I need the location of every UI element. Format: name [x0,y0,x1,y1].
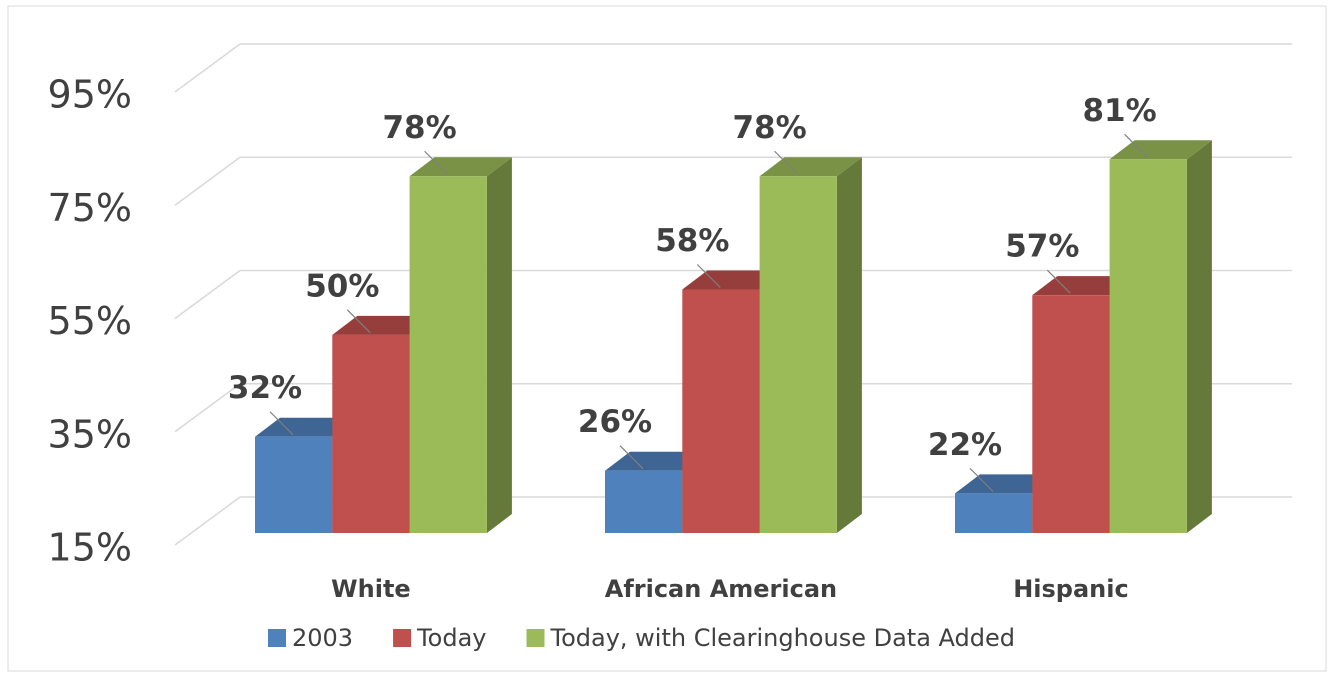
bar-side [1186,140,1212,533]
bar [955,493,1033,533]
grid-line [174,269,241,320]
y-tick-label: 75% [48,186,132,230]
grid-line [174,496,241,546]
data-label: 78% [382,110,456,146]
y-tick-label: 15% [48,526,132,570]
bar [759,176,837,533]
leader-line [774,150,799,175]
data-label: 78% [732,110,806,146]
grid-line [174,383,241,433]
leader-line [696,264,721,288]
data-label: 32% [228,370,302,406]
legend-swatch [268,629,286,647]
leader-line [346,309,371,334]
grid-line [174,43,241,93]
bar [409,176,487,533]
y-tick-label: 55% [48,299,132,343]
legend-label: Today, with Clearinghouse Data Added [550,624,1016,652]
y-tick-label: 35% [48,412,132,456]
leader-line [269,411,294,436]
bar-side [836,157,862,533]
legend-swatch [526,629,545,647]
leader-line [969,467,994,492]
legend-swatch [393,629,412,647]
bar [1032,295,1110,533]
grid-line [174,156,241,206]
bar [255,436,333,533]
x-tick-label: White [331,575,411,603]
leader-line [1046,269,1071,294]
legend-label: Today [416,624,486,652]
data-label: 58% [655,223,729,259]
bar-side [486,157,512,533]
bar [682,289,760,533]
bar [605,470,683,533]
y-tick-label: 95% [48,73,132,117]
bar [332,334,410,533]
data-label: 57% [1005,229,1079,265]
data-label: 81% [1082,93,1156,129]
leader-line [1124,133,1149,158]
x-tick-label: African American [605,575,837,603]
legend-label: 2003 [292,624,353,652]
data-label: 22% [928,427,1002,463]
leader-line [619,445,644,470]
bar [1109,159,1187,533]
data-label: 26% [578,404,652,440]
leader-line [424,150,449,175]
data-label: 50% [305,268,379,304]
x-tick-label: Hispanic [1013,575,1129,603]
